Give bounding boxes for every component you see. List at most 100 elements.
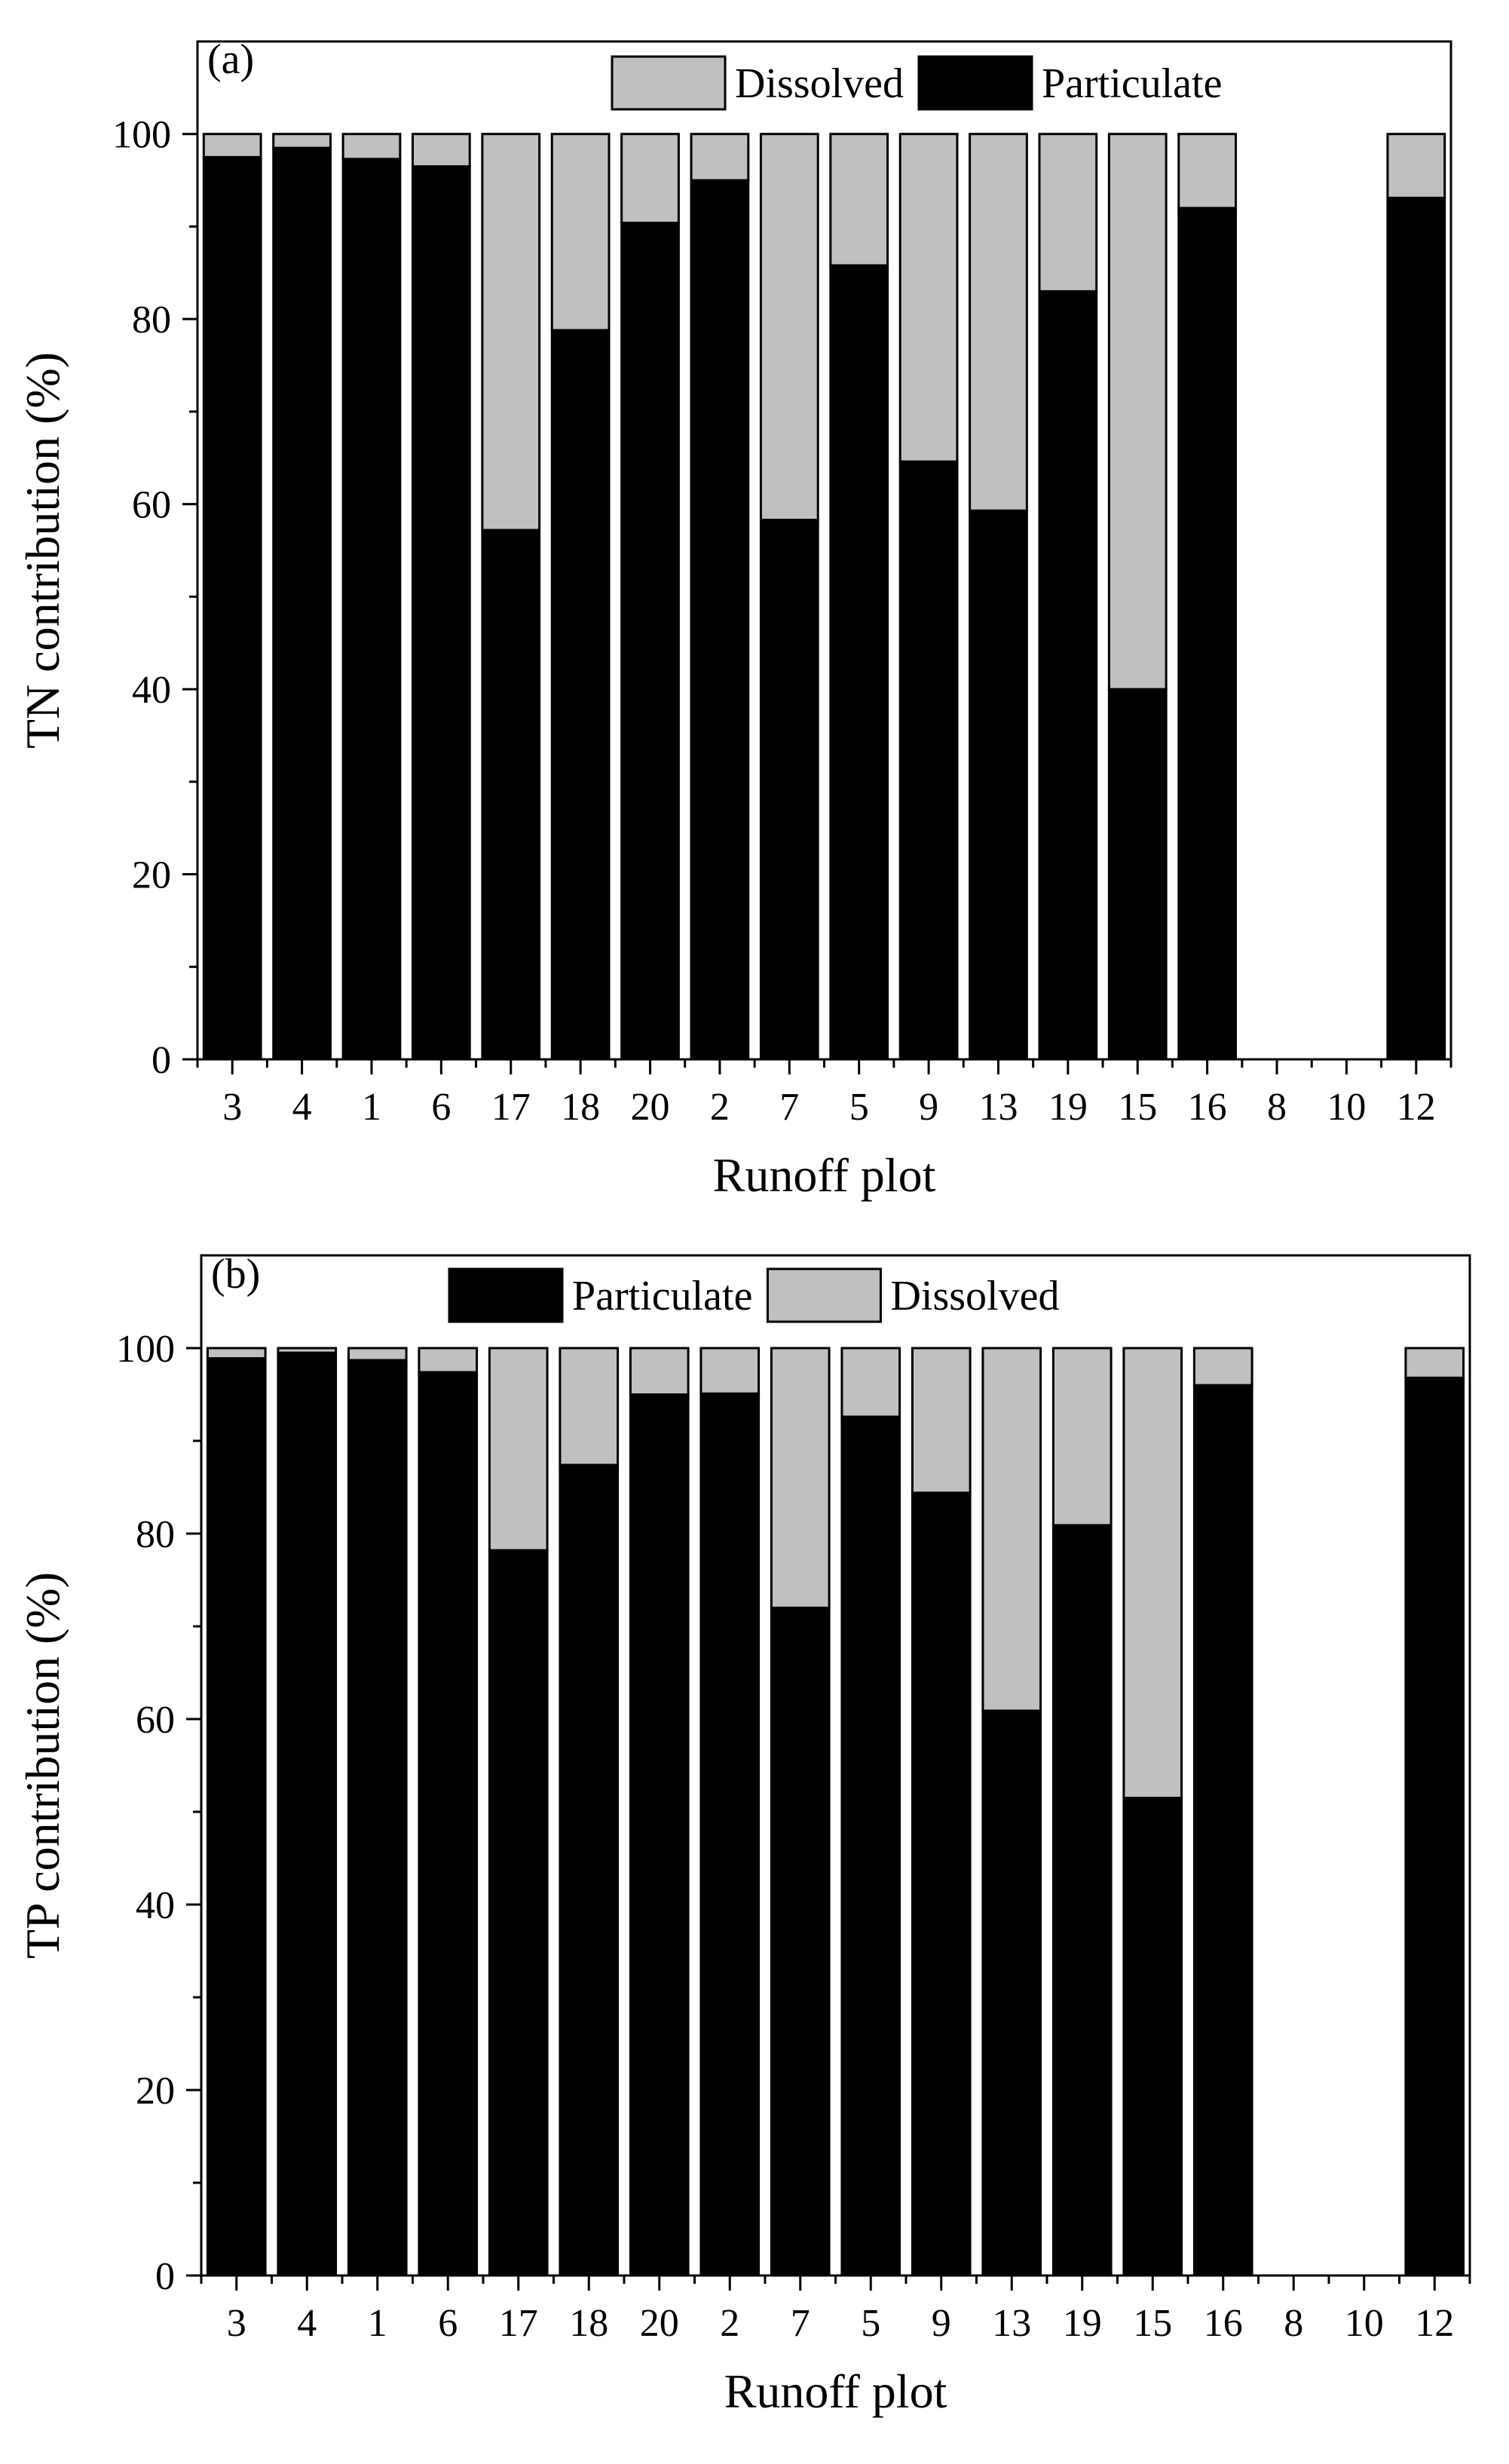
- x-tick-label: 6: [438, 2302, 458, 2345]
- bar-particulate-7: [770, 1606, 831, 2277]
- y-tick-label: 60: [132, 484, 171, 527]
- bar-particulate-15: [1107, 688, 1168, 1061]
- x-tick-label: 18: [569, 2302, 608, 2345]
- x-tick-label: 19: [1048, 1086, 1088, 1129]
- bar-particulate-17: [488, 1549, 549, 2277]
- bar-dissolved-15: [1107, 133, 1168, 691]
- bar-dissolved-5: [840, 1347, 901, 1418]
- x-tick-label: 13: [978, 1086, 1018, 1129]
- bar-dissolved-9: [898, 133, 959, 463]
- bar-particulate-5: [829, 264, 889, 1061]
- bar-particulate-4: [277, 1351, 338, 2277]
- bar-dissolved-19: [1038, 133, 1098, 293]
- legend-swatch-particulate: [917, 55, 1033, 111]
- x-tick-label: 18: [561, 1086, 600, 1129]
- bar-particulate-16: [1192, 1384, 1253, 2277]
- bar-particulate-4: [272, 146, 332, 1061]
- bar-particulate-6: [411, 165, 471, 1061]
- bar-particulate-9: [911, 1491, 972, 2277]
- x-tick-label: 13: [992, 2302, 1031, 2345]
- y-tick-label: 0: [152, 1039, 171, 1082]
- x-tick-label: 10: [1327, 1086, 1366, 1129]
- bar-dissolved-3: [206, 1347, 267, 1360]
- bar-dissolved-3: [202, 133, 262, 158]
- x-tick-label: 4: [292, 1086, 312, 1129]
- bar-dissolved-17: [488, 1347, 549, 1552]
- x-tick-label: 10: [1345, 2302, 1384, 2345]
- legend-swatch-dissolved: [611, 55, 727, 111]
- bar-dissolved-1: [341, 133, 402, 161]
- x-tick-label: 6: [431, 1086, 451, 1129]
- bar-particulate-13: [969, 509, 1028, 1061]
- y-tick-label: 0: [155, 2255, 175, 2298]
- bar-particulate-12: [1386, 196, 1446, 1061]
- bar-dissolved-2: [699, 1347, 761, 1395]
- panel-label: (b): [211, 1251, 260, 1298]
- x-tick-label: 12: [1397, 1086, 1436, 1129]
- x-tick-label: 17: [491, 1086, 531, 1129]
- y-tick-label: 80: [132, 299, 171, 342]
- legend-label-particulate: Particulate: [572, 1273, 752, 1319]
- bar-particulate-20: [629, 1393, 690, 2277]
- legend-label-dissolved: Dissolved: [890, 1273, 1059, 1319]
- x-tick-label: 8: [1267, 1086, 1287, 1129]
- bar-particulate-12: [1404, 1376, 1465, 2277]
- x-tick-label: 17: [499, 2302, 538, 2345]
- bar-dissolved-15: [1122, 1347, 1183, 1800]
- x-tick-label: 7: [791, 2302, 810, 2345]
- bar-particulate-19: [1038, 290, 1098, 1061]
- bar-dissolved-4: [277, 1347, 338, 1354]
- bar-dissolved-9: [911, 1347, 972, 1494]
- x-tick-label: 9: [932, 2302, 951, 2345]
- bar-particulate-13: [981, 1709, 1042, 2277]
- x-tick-label: 16: [1188, 1086, 1227, 1129]
- x-tick-label: 15: [1133, 2302, 1172, 2345]
- bar-dissolved-2: [690, 133, 750, 182]
- x-axis-label: Runoff plot: [713, 1148, 936, 1202]
- x-tick-label: 5: [849, 1086, 869, 1129]
- x-tick-label: 20: [640, 2302, 679, 2345]
- legend-swatch-dissolved: [766, 1267, 882, 1323]
- legend: Dissolved Particulate: [611, 55, 1222, 111]
- bar-particulate-18: [550, 329, 611, 1061]
- y-tick-label: 100: [112, 114, 171, 157]
- bar-dissolved-1: [347, 1347, 408, 1362]
- x-tick-label: 3: [222, 1086, 242, 1129]
- y-tick-label: 20: [132, 854, 171, 897]
- bar-dissolved-4: [272, 133, 332, 149]
- legend-swatch-particulate: [448, 1267, 564, 1323]
- y-axis-label: TN contribution (%): [16, 352, 69, 749]
- bar-particulate-1: [347, 1359, 408, 2277]
- x-tick-label: 4: [297, 2302, 317, 2345]
- y-tick-label: 100: [116, 1328, 175, 1371]
- bar-particulate-2: [699, 1392, 761, 2277]
- x-tick-label: 8: [1284, 2302, 1303, 2345]
- x-tick-label: 12: [1415, 2302, 1454, 2345]
- y-tick-label: 80: [136, 1513, 175, 1556]
- bar-dissolved-12: [1404, 1347, 1465, 1379]
- bar-particulate-3: [202, 155, 262, 1061]
- bar-particulate-7: [759, 519, 819, 1061]
- x-tick-label: 16: [1204, 2302, 1243, 2345]
- x-axis-label: Runoff plot: [724, 2364, 947, 2418]
- bar-particulate-17: [481, 529, 541, 1061]
- bar-dissolved-6: [418, 1347, 479, 1374]
- bar-dissolved-13: [969, 133, 1028, 512]
- bar-particulate-6: [418, 1371, 479, 2277]
- bar-particulate-5: [840, 1415, 901, 2277]
- legend-label-dissolved: Dissolved: [735, 60, 904, 107]
- bar-dissolved-12: [1386, 133, 1446, 199]
- bar-dissolved-7: [770, 1347, 831, 1609]
- x-tick-label: 20: [631, 1086, 670, 1129]
- bar-dissolved-13: [981, 1347, 1042, 1712]
- bar-dissolved-7: [759, 133, 819, 522]
- bar-particulate-19: [1051, 1524, 1113, 2277]
- bar-dissolved-17: [481, 133, 541, 532]
- bar-dissolved-18: [559, 1347, 620, 1466]
- bar-dissolved-16: [1192, 1347, 1253, 1387]
- bar-dissolved-18: [550, 133, 611, 332]
- x-tick-label: 2: [710, 1086, 730, 1129]
- bar-dissolved-16: [1177, 133, 1238, 210]
- y-tick-label: 40: [136, 1884, 175, 1927]
